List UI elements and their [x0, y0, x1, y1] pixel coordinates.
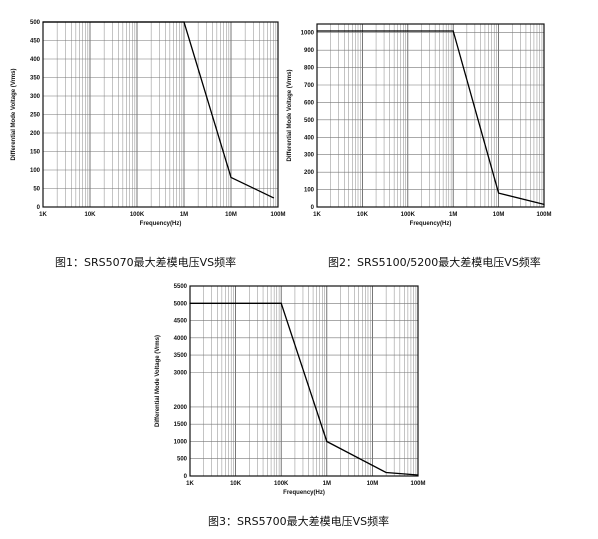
chart-2-x-tick-label: 10K: [357, 212, 369, 218]
chart-3-data-point: [280, 302, 282, 304]
chart-3-data-point: [326, 440, 328, 443]
chart-1-y-tick-label: 50: [33, 187, 40, 193]
chart-2-y-tick-label: 700: [304, 83, 315, 89]
chart-2-data-point: [316, 30, 318, 32]
chart-1-data-point: [183, 21, 185, 23]
chart-1-y-tick-label: 300: [30, 94, 41, 100]
chart-1-x-tick-label: 10M: [225, 212, 237, 218]
chart-3-x-tick-label: 10M: [367, 481, 379, 487]
chart-1-x-tick-label: 100M: [270, 212, 285, 218]
chart-1-series-line: [43, 21, 274, 199]
chart-3-data-point: [385, 471, 387, 474]
chart-1-data-point: [272, 197, 275, 199]
chart-1-x-tick-label: 1K: [39, 212, 47, 218]
chart-3-data-point: [417, 474, 419, 476]
chart-2-plot-frame: [316, 23, 545, 208]
chart-1-y-tick-label: 200: [30, 131, 41, 137]
chart-2-data-point: [543, 203, 545, 205]
chart-2-y-tick-label: 0: [311, 205, 315, 211]
chart-2-x-tick-label: 1M: [449, 212, 457, 218]
chart-1-svg: 0 50 100 150 200 250 300 350 400 450 500 1K 10K 100K 1…: [11, 20, 286, 227]
chart-1-x-tick-label: 1M: [180, 212, 188, 218]
chart-2-x-tick-label: 100M: [536, 212, 551, 218]
chart-2-gridlines: [316, 24, 544, 208]
chart-3-x-tick-label: 100M: [410, 481, 425, 487]
chart-3-y-axis-title: Differential Mode Voltage (Vrms): [155, 335, 161, 427]
chart-2-data-point: [452, 30, 454, 32]
chart-3-y-tick-label: 500: [177, 457, 188, 463]
chart-2-y-tick-label: 800: [304, 66, 315, 72]
chart-3-x-axis-title: Frequency(Hz): [283, 490, 325, 496]
chart-3-y-tick-label: 3000: [174, 370, 188, 376]
chart-1-y-axis-title: Differential Mode Voltage (Vrms): [11, 69, 17, 161]
chart-3-y-tick-label: 1500: [174, 422, 188, 428]
chart-2-svg: 0 100 200 300 400 500 600 700 800 900 1000 1K 10K 100…: [287, 23, 552, 227]
chart-1: 0 50 100 150 200 250 300 350 400 450 500 1K 10K 100K 1…: [8, 12, 288, 230]
chart-2-y-tick-label: 1000: [301, 31, 315, 37]
chart-2-y-tick-label: 500: [304, 118, 315, 124]
chart-3-plot-frame: [189, 285, 419, 477]
chart-3-series-line: [190, 302, 419, 476]
chart-2-y-tick-label: 200: [304, 170, 315, 176]
chart-2-x-tick-label: 1K: [313, 212, 321, 218]
chart-1-gridlines: [42, 21, 278, 208]
chart-3-y-tick-label: 4000: [174, 336, 188, 342]
chart-2-x-tick-label: 100K: [401, 212, 416, 218]
chart-1-y-tick-label: 0: [37, 205, 41, 211]
chart-1-y-tick-label: 450: [30, 39, 41, 45]
chart-3-gridlines: [189, 285, 418, 477]
chart-1-x-tick-label: 10K: [84, 212, 96, 218]
chart-3-y-tick-label: 0: [184, 474, 188, 480]
chart-1-y-tick-label: 100: [30, 168, 41, 174]
chart-1-data-point: [230, 176, 232, 178]
chart-3-svg: 0 500 1000 1500 2000 3000 3500 4000 4500 5000 5500…: [155, 284, 426, 496]
chart-2: 0 100 200 300 400 500 600 700 800 900 1000 1K 10K 100…: [284, 12, 556, 230]
chart-1-x-tick-label: 100K: [130, 212, 145, 218]
chart-3-y-tick-label: 2000: [174, 405, 188, 411]
chart-3-y-tick-label: 5500: [174, 284, 188, 290]
chart-3-caption: 图3：SRS5700最大差模电压VS频率: [208, 515, 390, 528]
chart-2-y-axis-title: Differential Mode Voltage (Vrms): [287, 70, 293, 162]
chart-2-y-tick-label: 100: [304, 188, 315, 194]
chart-1-data-point: [42, 21, 44, 23]
chart-3-x-tick-label: 1K: [186, 481, 194, 487]
chart-2-x-tick-label: 10M: [493, 212, 505, 218]
chart-1-y-tick-label: 500: [30, 20, 41, 26]
chart-3-y-tick-label: 5000: [174, 301, 188, 307]
chart-2-caption: 图2：SRS5100/5200最大差模电压VS频率: [328, 256, 541, 269]
chart-3-x-tick-label: 10K: [230, 481, 242, 487]
chart-2-series-line: [317, 30, 545, 206]
chart-1-y-tick-label: 150: [30, 150, 41, 156]
chart-3-data-point: [189, 302, 191, 304]
chart-3-y-tick-label: 3500: [174, 353, 188, 359]
chart-2-data-point: [498, 192, 500, 194]
chart-3-x-tick-label: 1M: [323, 481, 331, 487]
chart-2-y-tick-label: 400: [304, 135, 315, 141]
chart-2-y-tick-label: 900: [304, 48, 315, 54]
chart-1-caption: 图1：SRS5070最大差模电压VS频率: [55, 256, 237, 269]
chart-1-y-tick-label: 250: [30, 113, 41, 119]
chart-1-y-tick-label: 400: [30, 57, 41, 63]
chart-1-y-tick-label: 350: [30, 76, 41, 82]
chart-2-y-tick-label: 300: [304, 153, 315, 159]
chart-3-y-tick-label: 4500: [174, 319, 188, 325]
chart-3-x-tick-label: 100K: [274, 481, 289, 487]
chart-2-y-tick-label: 600: [304, 100, 315, 106]
chart-2-x-axis-title: Frequency(Hz): [410, 221, 452, 227]
chart-1-x-axis-title: Frequency(Hz): [140, 221, 182, 227]
chart-3: 0 500 1000 1500 2000 3000 3500 4000 4500 5000 5500…: [152, 278, 428, 504]
chart-3-y-tick-label: 1000: [174, 439, 188, 445]
